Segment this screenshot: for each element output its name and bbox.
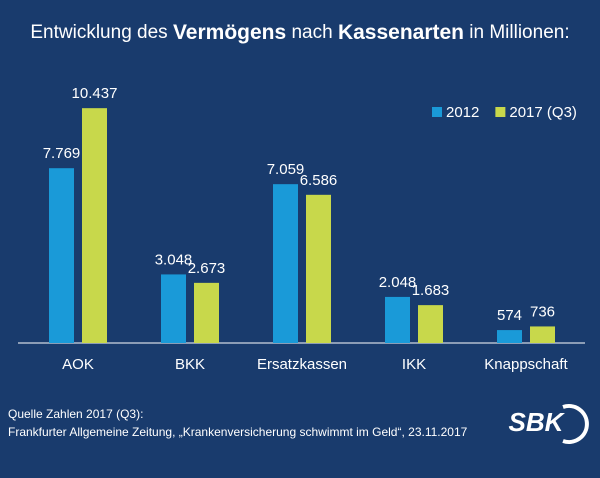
- value-label: 6.586: [300, 172, 338, 189]
- bar: [385, 296, 410, 343]
- logo-arc: [562, 404, 589, 444]
- chart-title: Entwicklung des Vermögens nach Kassenart…: [30, 21, 569, 44]
- value-label: 7.059: [267, 161, 305, 178]
- value-label: 10.437: [72, 85, 118, 102]
- bar: [418, 305, 443, 343]
- logo-text: SBK: [509, 407, 566, 437]
- x-tick-label: Knappschaft: [484, 356, 568, 373]
- bar: [497, 330, 522, 343]
- legend-swatch: [495, 107, 506, 117]
- value-label: 1.683: [412, 282, 450, 299]
- bar: [273, 184, 298, 343]
- value-label: 3.048: [155, 251, 193, 268]
- legend-label: 2017 (Q3): [509, 104, 577, 121]
- x-tick-label: AOK: [62, 356, 94, 373]
- x-tick-label: Ersatzkassen: [257, 356, 347, 373]
- title-part: nach: [291, 22, 332, 43]
- bar: [306, 194, 331, 343]
- value-label: 736: [530, 303, 555, 320]
- title-part: Entwicklung des: [30, 22, 167, 43]
- bar: [530, 326, 555, 343]
- legend-swatch: [432, 107, 442, 117]
- value-label: 7.769: [43, 145, 81, 162]
- source-line: Frankfurter Allgemeine Zeitung, „Kranken…: [8, 425, 468, 439]
- logo: SBK: [509, 404, 589, 444]
- value-label: 2.048: [379, 274, 417, 291]
- legend-label: 2012: [446, 104, 479, 121]
- title-part: Vermögens: [173, 21, 286, 44]
- value-label: 2.673: [188, 260, 226, 277]
- x-tick-label: IKK: [402, 356, 426, 373]
- x-tick-label: BKK: [175, 356, 205, 373]
- title-part: in Millionen:: [469, 22, 569, 43]
- bar: [49, 168, 74, 343]
- bar: [82, 108, 107, 343]
- title-part: Kassenarten: [338, 21, 464, 44]
- bar: [194, 282, 219, 343]
- value-label: 574: [497, 307, 522, 324]
- source-line: Quelle Zahlen 2017 (Q3):: [8, 407, 143, 421]
- bar: [161, 274, 186, 343]
